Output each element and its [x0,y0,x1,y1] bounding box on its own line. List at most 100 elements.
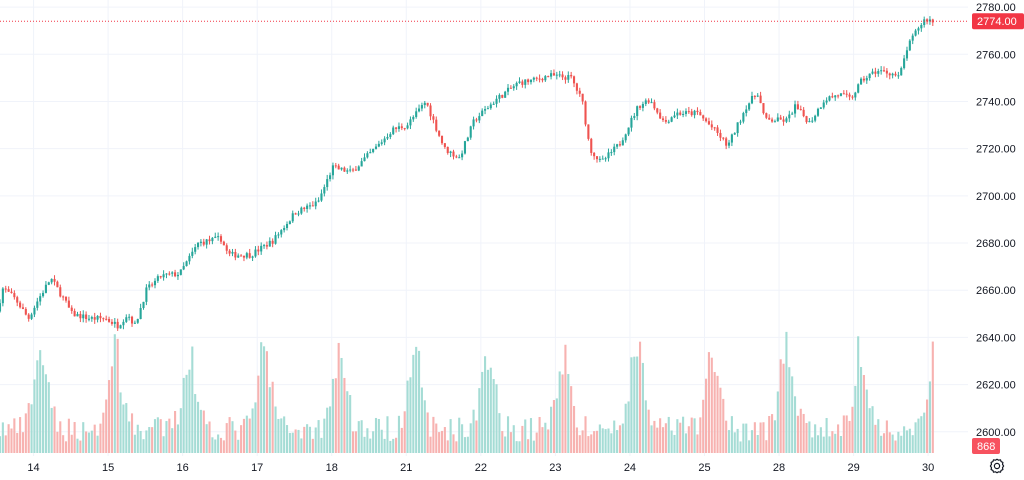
volume-bar [504,436,507,453]
volume-bar [839,436,843,453]
candle-body [931,19,934,23]
candle-body [661,118,665,120]
volume-bar [679,422,682,453]
candle-body [911,35,914,41]
time-axis[interactable]: 14 15 16 17 18 21 22 23 24 25 28 29 30 [27,462,934,474]
volume-bar [469,423,472,453]
volume-bar [360,420,363,453]
candle-body [116,321,119,329]
candle-body [228,250,231,254]
volume-bar [616,430,619,453]
volume-bar [372,431,375,453]
volume-bars [0,331,934,453]
candle-body [914,30,917,36]
volume-bar [73,422,76,453]
candle-body [753,95,756,97]
volume-bar [346,391,349,453]
candle-body [814,115,817,121]
candle-body [785,118,788,122]
chart-settings-button[interactable] [988,457,1006,475]
volume-bar [656,427,659,453]
volume-bar [148,427,151,453]
volume-bar [240,425,243,453]
candle-body [765,113,768,118]
candle-body [440,135,444,144]
volume-bar [524,419,527,453]
candle-body [621,140,624,146]
volume-bar [1,422,4,453]
volume-bar [76,438,79,453]
volume-bar [911,435,914,453]
candle-body [386,136,389,139]
candle-body [848,94,851,97]
volume-bar [395,437,398,453]
volume-bar [894,440,897,453]
volume-bar [133,434,136,453]
candle-body [182,266,185,270]
volume-bar [329,406,332,453]
volume-bar [509,432,512,453]
volume-bar [825,418,828,453]
candle-body [495,98,498,104]
time-tick-label: 25 [698,462,710,474]
volume-bar [354,431,357,453]
candle-body [300,207,303,214]
candle-body [722,137,725,139]
candle-body [452,151,455,157]
time-tick-label: 28 [773,462,785,474]
candle-body [736,122,739,134]
volume-bar [613,420,616,453]
candle-body [837,95,840,97]
candle-body [550,73,553,77]
volume-bar [280,418,283,453]
volume-bar [575,427,578,453]
candle-body [707,121,710,125]
candle-body [745,109,748,114]
price-tick-label: 2640.00 [976,332,1016,344]
volume-bar [463,437,467,453]
candle-body [492,103,495,105]
volume-bar [888,432,891,453]
volume-bar [690,417,693,453]
candle-body [142,301,145,309]
volume-bar [122,404,125,453]
candle-body [593,152,596,157]
candle-body [670,117,673,122]
volume-bar [392,438,395,453]
volume-bar [314,427,317,453]
time-tick-label: 22 [475,462,487,474]
volume-bar [796,415,799,453]
candle-body [802,109,805,117]
candle-body [839,93,843,96]
volume-bar [587,436,590,453]
time-tick-label: 21 [400,462,412,474]
candle-body [825,100,828,103]
volume-bar [486,369,489,453]
volume-bar [208,421,211,453]
volume-bar [27,403,30,453]
volume-bar [860,367,863,453]
price-tick-label: 2700.00 [976,191,1016,203]
candle-body [923,19,926,25]
volume-bar [727,430,731,453]
volume-bar [455,441,458,453]
volume-bar [446,440,449,453]
volume-bar [624,403,627,453]
volume-bar [142,439,145,453]
candle-body [874,71,877,74]
candle-body [331,165,334,176]
candle-body [607,152,610,159]
volume-bar [285,425,289,453]
volume-bar [633,356,636,453]
volume-bar [667,416,670,453]
candle-body [713,127,716,129]
candle-body [7,289,10,292]
candle-body [194,247,197,252]
volume-bar [868,408,871,453]
candle-body [153,280,157,286]
candle-body [552,73,555,76]
candle-body [687,111,690,113]
price-axis[interactable]: 2780.00 2760.00 2740.00 2720.00 2700.00 2680.… [976,2,1016,439]
candle-body [598,158,601,160]
